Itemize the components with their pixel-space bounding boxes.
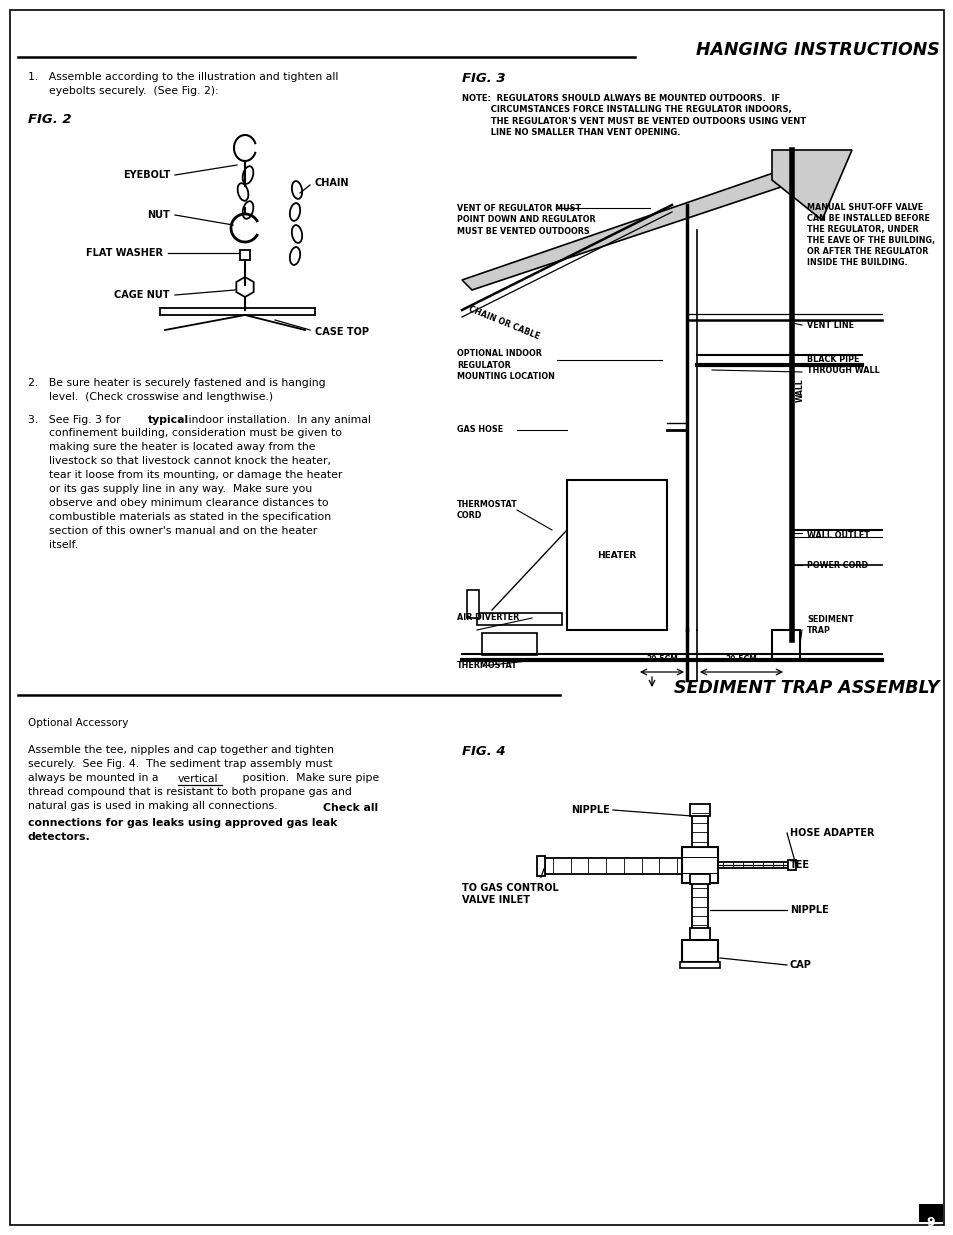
Ellipse shape	[292, 225, 302, 243]
Bar	[718, 862, 787, 868]
Ellipse shape	[242, 167, 253, 184]
Bar	[160, 308, 314, 315]
Text: AIR DIVERTER: AIR DIVERTER	[456, 614, 518, 622]
Ellipse shape	[242, 201, 253, 219]
Text: HOSE ADAPTER: HOSE ADAPTER	[789, 827, 874, 839]
Bar	[681, 940, 718, 962]
Text: FIG. 2: FIG. 2	[28, 112, 71, 126]
Text: 2.   Be sure heater is securely fastened and is hanging
      level.  (Check cro: 2. Be sure heater is securely fastened a…	[28, 378, 325, 403]
Text: THERMOSTAT
CORD: THERMOSTAT CORD	[456, 500, 517, 520]
Text: vertical: vertical	[178, 774, 218, 784]
Text: CAP: CAP	[789, 960, 811, 969]
Text: FIG. 4: FIG. 4	[461, 745, 505, 758]
Text: HANGING INSTRUCTIONS: HANGING INSTRUCTIONS	[696, 41, 939, 59]
Text: 3.   See Fig. 3 for: 3. See Fig. 3 for	[28, 415, 124, 425]
Bar	[481, 634, 537, 655]
Text: OPTIONAL INDOOR
REGULATOR
MOUNTING LOCATION: OPTIONAL INDOOR REGULATOR MOUNTING LOCAT…	[456, 350, 555, 380]
Text: WALL: WALL	[795, 378, 804, 401]
Text: Assemble the tee, nipples and cap together and tighten
securely.  See Fig. 4.  T: Assemble the tee, nipples and cap togeth…	[28, 745, 379, 811]
Ellipse shape	[237, 183, 248, 201]
Ellipse shape	[292, 182, 302, 199]
Bar	[467, 590, 478, 618]
Bar	[476, 613, 561, 625]
Bar	[771, 630, 800, 659]
Text: TO GAS CONTROL
VALVE INLET: TO GAS CONTROL VALVE INLET	[461, 883, 558, 904]
Text: VENT OF REGULATOR MUST
POINT DOWN AND REGULATOR
MUST BE VENTED OUTDOORS: VENT OF REGULATOR MUST POINT DOWN AND RE…	[456, 205, 595, 236]
Text: EYEBOLT: EYEBOLT	[123, 170, 170, 180]
Text: Check all: Check all	[323, 803, 377, 813]
Polygon shape	[771, 149, 851, 220]
Text: NIPPLE: NIPPLE	[571, 805, 609, 815]
Text: BLACK PIPE
THROUGH WALL: BLACK PIPE THROUGH WALL	[806, 354, 879, 375]
Text: 30.5CM: 30.5CM	[645, 655, 678, 664]
Text: CASE TOP: CASE TOP	[314, 327, 369, 337]
Text: GAS HOSE: GAS HOSE	[456, 426, 502, 435]
Text: CHAIN: CHAIN	[314, 178, 349, 188]
Text: 30.5CM: 30.5CM	[725, 655, 757, 664]
Bar	[787, 860, 795, 869]
Text: typical: typical	[148, 415, 189, 425]
Text: FIG. 3: FIG. 3	[461, 72, 505, 85]
Bar	[544, 858, 681, 874]
Ellipse shape	[290, 203, 300, 221]
Text: NOTE:  REGULATORS SHOULD ALWAYS BE MOUNTED OUTDOORS.  IF
          CIRCUMSTANCES: NOTE: REGULATORS SHOULD ALWAYS BE MOUNTE…	[461, 94, 805, 137]
Text: NUT: NUT	[147, 210, 170, 220]
Text: HEATER: HEATER	[597, 551, 636, 559]
Text: connections for gas leaks using approved gas leak
detectors.: connections for gas leaks using approved…	[28, 818, 337, 841]
Bar	[689, 804, 709, 816]
Polygon shape	[236, 277, 253, 296]
Text: WALL OUTLET: WALL OUTLET	[806, 531, 869, 540]
Text: TEE: TEE	[789, 860, 809, 869]
Bar	[537, 856, 544, 876]
Bar	[918, 1204, 942, 1221]
Bar	[681, 847, 718, 883]
Text: POWER CORD: POWER CORD	[806, 561, 867, 569]
Bar	[691, 883, 707, 930]
Text: VENT LINE: VENT LINE	[806, 321, 853, 330]
Text: CAGE NUT: CAGE NUT	[114, 290, 170, 300]
Text: SEDIMENT
TRAP: SEDIMENT TRAP	[806, 615, 853, 635]
Bar	[566, 480, 666, 630]
Text: FLAT WASHER: FLAT WASHER	[86, 248, 163, 258]
Text: indoor installation.  In any animal: indoor installation. In any animal	[185, 415, 371, 425]
Text: CHAIN OR CABLE: CHAIN OR CABLE	[467, 305, 540, 342]
Text: MANUAL SHUT-OFF VALVE
CAN BE INSTALLED BEFORE
THE REGULATOR, UNDER
THE EAVE OF T: MANUAL SHUT-OFF VALVE CAN BE INSTALLED B…	[806, 203, 934, 267]
Text: NIPPLE: NIPPLE	[789, 905, 828, 915]
Text: confinement building, consideration must be given to
      making sure the heate: confinement building, consideration must…	[28, 429, 342, 550]
Bar	[240, 249, 250, 261]
Text: 1.   Assemble according to the illustration and tighten all
      eyebolts secur: 1. Assemble according to the illustratio…	[28, 72, 338, 96]
Bar	[689, 874, 709, 884]
Polygon shape	[461, 170, 801, 290]
Text: Optional Accessory: Optional Accessory	[28, 718, 129, 727]
Bar	[689, 927, 709, 940]
Text: 9: 9	[925, 1215, 934, 1229]
Text: SEDIMENT TRAP ASSEMBLY: SEDIMENT TRAP ASSEMBLY	[674, 679, 939, 697]
Ellipse shape	[290, 247, 300, 264]
Bar	[679, 962, 720, 968]
Bar	[691, 808, 707, 847]
Text: THERMOSTAT: THERMOSTAT	[456, 661, 517, 669]
